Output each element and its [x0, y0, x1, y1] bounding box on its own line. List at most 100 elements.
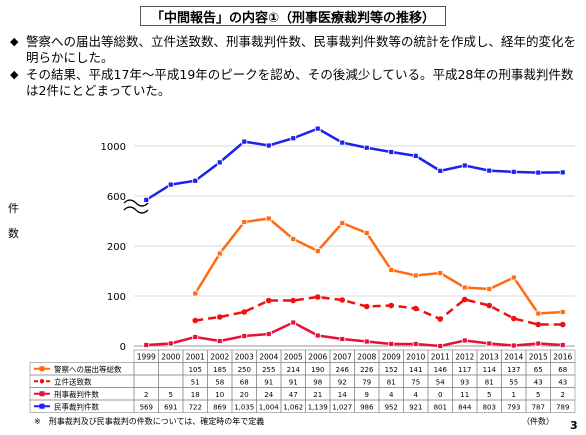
data-point: [363, 230, 370, 236]
data-label: 1,139: [308, 404, 328, 412]
x-tick-label: 2004: [259, 353, 278, 362]
bullet-text: 警察への届出等総数、立件送致数、刑事裁判件数、民事裁判件数等の統計を作成し、経年…: [26, 34, 577, 65]
data-label: 20: [240, 391, 249, 399]
data-label: 65: [534, 366, 543, 374]
legend-label: 刑事裁判件数: [54, 389, 99, 399]
bullet-item: ◆ その結果、平成17年～平成19年のピークを認め、その後減少している。平成28…: [10, 67, 580, 99]
data-label: 921: [409, 404, 422, 412]
data-point: [510, 274, 517, 281]
data-label: 255: [262, 366, 275, 374]
table-cell: [158, 362, 184, 376]
data-point: [265, 215, 272, 222]
data-point: [461, 162, 468, 169]
data-label: 14: [338, 391, 347, 399]
data-point: [412, 152, 419, 159]
data-label: 190: [311, 366, 324, 374]
data-label: 51: [191, 379, 200, 387]
data-point: [510, 168, 517, 175]
x-tick-label: 1999: [137, 353, 156, 362]
x-tick-label: 2011: [431, 353, 450, 362]
table-cell: [550, 399, 576, 413]
legend-label: 立件送致数: [54, 377, 92, 387]
data-point: [192, 317, 199, 324]
data-label: 4: [414, 391, 419, 399]
data-point: [535, 340, 542, 347]
data-point: [314, 248, 321, 254]
data-point: [216, 314, 223, 320]
data-label: 1,027: [332, 404, 352, 412]
data-point: [388, 302, 395, 309]
data-label: 1,035: [234, 404, 254, 412]
data-point: [363, 144, 370, 151]
data-point: [510, 315, 517, 322]
data-point: [388, 341, 395, 347]
data-label: 24: [264, 391, 273, 399]
data-label: 789: [556, 404, 569, 412]
data-point: [167, 181, 174, 188]
data-label: 68: [240, 379, 249, 387]
x-tick-label: 2014: [504, 353, 523, 362]
footnote: ※ 刑事裁判及び民事裁判の件数については、確定時の年で定義: [34, 417, 265, 426]
data-point: [412, 341, 419, 347]
y-tick-label: 100: [107, 292, 126, 303]
data-label: 152: [385, 366, 398, 374]
bullet-item: ◆ 警察への届出等総数、立件送致数、刑事裁判件数、民事裁判件数等の統計を作成し、…: [10, 34, 580, 66]
data-point: [437, 316, 444, 322]
data-point: [265, 142, 272, 149]
data-label: 801: [434, 404, 447, 412]
data-point: [192, 177, 199, 184]
data-label: 91: [289, 379, 298, 387]
data-point: [290, 297, 297, 304]
data-label: 691: [164, 404, 177, 412]
legend-marker: [39, 379, 45, 384]
axis-break-mark: [123, 206, 149, 214]
data-point: [339, 220, 346, 226]
data-label: 43: [534, 379, 543, 387]
data-label: 844: [458, 404, 472, 412]
data-point: [461, 296, 468, 303]
x-tick-label: 2010: [406, 353, 425, 362]
data-label: 75: [411, 379, 420, 387]
x-tick-label: 2012: [455, 353, 474, 362]
data-point: [559, 309, 566, 315]
series-line: [194, 217, 563, 315]
data-label: 18: [191, 391, 200, 399]
data-label: 246: [336, 366, 350, 374]
data-label: 79: [362, 379, 371, 387]
data-point: [290, 319, 297, 326]
diamond-icon: ◆: [10, 35, 19, 48]
data-label: 569: [140, 404, 153, 412]
data-point: [461, 337, 468, 344]
data-label: 81: [387, 379, 396, 387]
data-label: 21: [313, 391, 322, 399]
x-tick-label: 2002: [210, 353, 229, 362]
data-label: 92: [338, 379, 347, 387]
data-point: [143, 196, 150, 203]
data-label: 5: [487, 391, 491, 399]
x-tick-label: 2006: [308, 353, 327, 362]
data-point: [290, 135, 297, 142]
data-point: [241, 219, 248, 225]
data-point: [241, 138, 248, 145]
x-tick-label: 2008: [357, 353, 376, 362]
data-point: [143, 342, 150, 348]
data-point: [216, 159, 223, 166]
bullet-list: ◆ 警察への届出等総数、立件送致数、刑事裁判件数、民事裁判件数等の統計を作成し、…: [10, 34, 580, 100]
data-point: [535, 169, 542, 176]
data-label: 141: [409, 366, 422, 374]
unit-label: （件数）: [522, 417, 554, 426]
data-label: 4: [389, 391, 394, 399]
data-label: 986: [360, 404, 374, 412]
data-point: [559, 342, 566, 348]
data-label: 214: [287, 366, 301, 374]
data-label: 68: [558, 366, 567, 374]
data-point: [363, 303, 370, 310]
diamond-icon: ◆: [10, 68, 19, 81]
data-label: 952: [385, 404, 398, 412]
series-line: [145, 127, 563, 201]
data-label: 793: [507, 404, 520, 412]
bullet-text: その結果、平成17年～平成19年のピークを認め、その後減少している。平成28年の…: [26, 67, 574, 98]
data-label: 1: [512, 391, 516, 399]
y-tick-label: 200: [107, 242, 126, 253]
series-line: [195, 295, 563, 326]
